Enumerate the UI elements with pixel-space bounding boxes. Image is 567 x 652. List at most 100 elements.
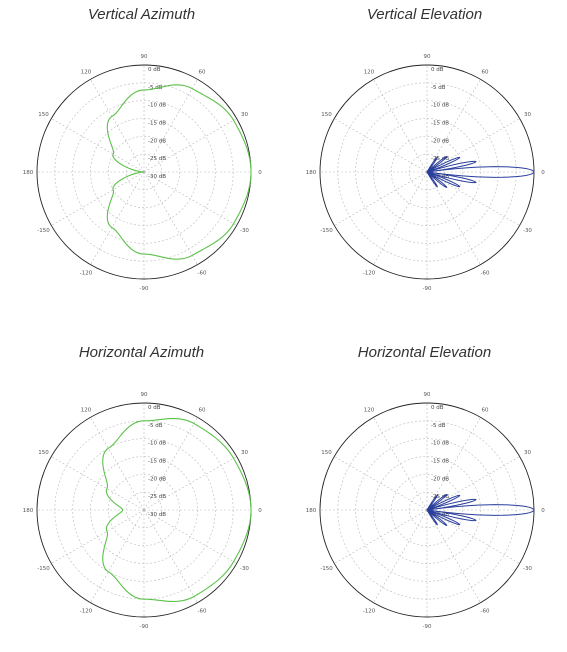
- grid-ring: [355, 100, 499, 244]
- polar-plot-vertical-azimuth: 0 30 60 90 120 150 180 -150 -120 -90 -60 -30 0 dB -5 …: [23, 54, 263, 292]
- side-lobe: [426, 509, 477, 522]
- grid-spoke: [51, 171, 145, 226]
- grid-ring: [72, 100, 216, 244]
- angle-tick-label: 90: [424, 54, 431, 60]
- angle-tick-label: -120: [80, 608, 93, 614]
- angle-tick-label: 0: [541, 508, 545, 514]
- panel-horizontal-elevation: Horizontal Elevation 0 30 60 90 120 150 180 -15…: [283, 338, 566, 652]
- ring-label: 0 dB: [148, 67, 161, 73]
- angle-tick-label: 120: [364, 70, 375, 76]
- grid-spoke: [143, 456, 237, 511]
- side-lobe: [426, 156, 438, 173]
- chart-title: Vertical Elevation: [366, 6, 483, 23]
- grid-spoke: [143, 79, 198, 173]
- ring-label: -20 dB: [431, 476, 449, 482]
- polar-plot-horizontal-azimuth: 0 30 60 90 120 150 180 -150 -120 -90 -60 -30 0 dB -5 …: [23, 392, 263, 628]
- side-lobe: [426, 171, 461, 188]
- angle-tick-label: -30: [523, 228, 532, 234]
- ring-label: -5 dB: [431, 85, 446, 91]
- angle-tick-label: 60: [482, 408, 489, 414]
- grid-spoke: [90, 417, 145, 511]
- grid-spoke: [334, 456, 428, 511]
- angle-tick-label: 30: [241, 112, 248, 118]
- grid-ring: [355, 438, 499, 582]
- grid-spoke: [426, 417, 481, 511]
- grid-spoke: [334, 171, 428, 226]
- angle-tick-label: 30: [524, 450, 531, 456]
- angle-tick-label: 0: [541, 170, 545, 176]
- angle-tick-label: 180: [306, 170, 317, 176]
- side-lobe: [426, 171, 448, 188]
- radiation-pattern-line: [102, 417, 252, 603]
- grid-spoke: [373, 171, 428, 265]
- ring-label: -15 dB: [431, 121, 449, 127]
- ring-label: 0 dB: [431, 405, 444, 411]
- polar-plot-horizontal-elevation: 0 30 60 90 120 150 180 -150 -120 -90 -60 -30 0 dB -5 …: [306, 392, 546, 628]
- grid-ring: [108, 474, 180, 546]
- grid-spoke: [426, 79, 481, 173]
- angle-tick-label: 150: [321, 450, 332, 456]
- side-lobe: [426, 160, 477, 173]
- chart-title: Vertical Azimuth: [87, 6, 196, 23]
- grid-spoke: [143, 509, 237, 564]
- grid-spoke: [51, 456, 145, 511]
- ring-label: -20 dB: [148, 138, 166, 144]
- side-lobe: [426, 171, 477, 184]
- side-lobe: [426, 156, 448, 173]
- angle-tick-label: 0: [258, 508, 262, 514]
- ring-label: -5 dB: [148, 85, 163, 91]
- grid-spoke: [426, 171, 481, 265]
- ring-label: -10 dB: [148, 103, 166, 109]
- angle-tick-label: -90: [140, 286, 149, 292]
- ring-label: 0 dB: [148, 405, 161, 411]
- angle-tick-label: -90: [423, 286, 432, 292]
- ring-label: -30 dB: [148, 174, 166, 180]
- ring-label: -15 dB: [148, 459, 166, 465]
- grid-ring: [72, 438, 216, 582]
- panel-horizontal-azimuth: Horizontal Azimuth 0 30 60 90 120 150 180 -150 -…: [0, 338, 283, 652]
- angle-tick-label: -150: [37, 228, 50, 234]
- grid-spoke: [90, 79, 145, 173]
- grid-spoke: [426, 171, 520, 226]
- angle-tick-label: -150: [320, 228, 333, 234]
- polar-plot-vertical-elevation: 0 30 60 90 120 150 180 -150 -120 -90 -60 -30 0 dB -5 …: [306, 54, 546, 292]
- angle-tick-label: -90: [423, 624, 432, 628]
- side-lobe: [426, 494, 448, 511]
- angle-tick-label: -30: [523, 566, 532, 572]
- chart-title: Horizontal Azimuth: [78, 344, 205, 361]
- ring-label: -10 dB: [431, 441, 449, 447]
- ring-label: -10 dB: [431, 103, 449, 109]
- grid-ring: [391, 136, 463, 208]
- angle-tick-label: 120: [364, 408, 375, 414]
- grid-spoke: [426, 509, 481, 603]
- angle-tick-label: 150: [38, 112, 49, 118]
- angle-tick-label: 60: [482, 70, 489, 76]
- side-lobe: [426, 494, 461, 511]
- angle-tick-label: 30: [241, 450, 248, 456]
- ring-label: -20 dB: [148, 476, 166, 482]
- angle-tick-label: 150: [38, 450, 49, 456]
- angle-tick-label: -30: [240, 566, 249, 572]
- angle-tick-label: -120: [363, 270, 376, 276]
- ring-label: -25 dB: [148, 156, 166, 162]
- side-lobe: [426, 498, 477, 511]
- angle-tick-label: 150: [321, 112, 332, 118]
- panel-vertical-azimuth: Vertical Azimuth 0 30 60 90 120 150 180 -150 -12…: [0, 0, 283, 314]
- side-lobe: [426, 156, 461, 173]
- grid-spoke: [373, 509, 428, 603]
- grid-ring: [108, 136, 180, 208]
- angle-tick-label: 120: [81, 70, 92, 76]
- side-lobe: [426, 509, 438, 526]
- angle-tick-label: 180: [306, 508, 317, 514]
- angle-tick-label: 60: [199, 408, 206, 414]
- angle-tick-label: -60: [481, 270, 490, 276]
- ring-label: -30 dB: [148, 512, 166, 518]
- grid-spoke: [90, 509, 145, 603]
- side-lobe: [426, 509, 461, 526]
- radiation-pattern-line: [106, 84, 252, 260]
- main-lobe: [426, 166, 535, 178]
- ring-label: -10 dB: [148, 441, 166, 447]
- angle-tick-label: 90: [141, 54, 148, 60]
- grid-spoke: [334, 509, 428, 564]
- angle-tick-label: 120: [81, 408, 92, 414]
